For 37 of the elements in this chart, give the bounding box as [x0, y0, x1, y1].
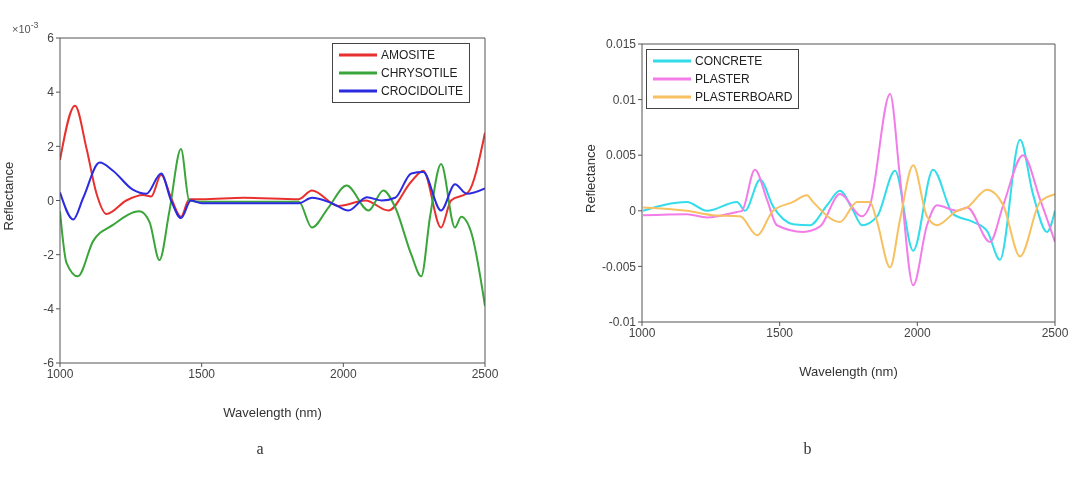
y-tick-label: 0 — [629, 204, 637, 219]
x-tick-label: 1500 — [188, 366, 216, 381]
y-tick-label: 6 — [47, 31, 55, 46]
text: b — [802, 440, 813, 458]
text: ×10$^{-3}$ — [12, 20, 39, 35]
line-series — [60, 104, 485, 229]
line-series — [642, 93, 1055, 287]
line-series — [60, 161, 485, 221]
legend-label: PLASTER — [695, 72, 750, 86]
x-tick-label: 2000 — [329, 366, 357, 381]
legend-label: CROCIDOLITE — [380, 84, 463, 98]
y-axis-title: Reflectance — [0, 161, 16, 231]
y-tick-label: 0.005 — [605, 148, 637, 163]
legend-label: CHRYSOTILE — [380, 66, 458, 80]
y-tick-label: 0 — [47, 193, 55, 208]
y-axis-title: Reflectance — [582, 144, 598, 213]
x-axis-title: Wavelength (nm) — [799, 364, 898, 379]
x-tick-label: 2000 — [903, 325, 931, 340]
x-tick-label: 2500 — [471, 366, 499, 381]
text: a — [255, 440, 265, 458]
y-tick-label: -2 — [43, 247, 55, 262]
y-tick-label: 0.01 — [612, 92, 637, 107]
line-series — [642, 164, 1055, 269]
y-tick-label: -0.005 — [601, 259, 637, 274]
x-tick-label: 1500 — [766, 325, 794, 340]
y-tick-label: -4 — [43, 302, 55, 317]
y-tick-label: 4 — [47, 85, 55, 100]
legend-label: CONCRETE — [695, 54, 763, 68]
y-tick-label: 0.015 — [605, 37, 637, 52]
legend-label: AMOSITE — [380, 48, 435, 62]
y-tick-label: 2 — [47, 139, 55, 154]
x-tick-label: 1000 — [46, 366, 74, 381]
line-series — [642, 138, 1055, 261]
x-axis-title: Wavelength (nm) — [223, 405, 322, 420]
x-tick-label: 1000 — [628, 325, 656, 340]
x-tick-label: 2500 — [1041, 325, 1069, 340]
legend-label: PLASTERBOARD — [695, 90, 793, 104]
